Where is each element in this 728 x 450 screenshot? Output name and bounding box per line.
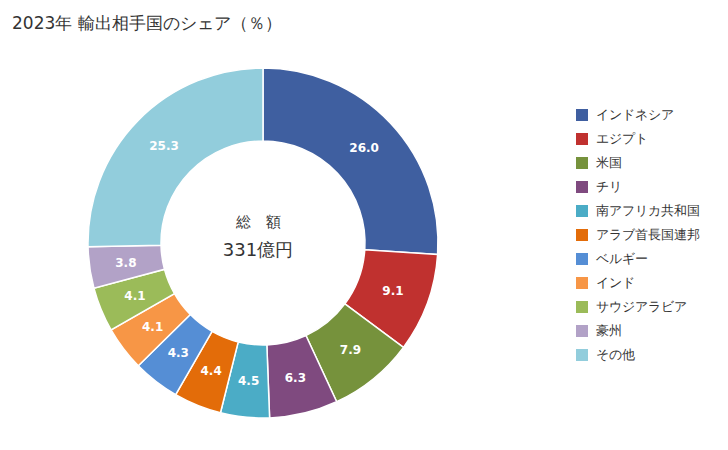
svg-text:4.1: 4.1: [142, 320, 163, 334]
svg-text:3.8: 3.8: [115, 256, 136, 270]
html-text:米国: 米国: [596, 155, 622, 170]
html-text:総 額: 総 額: [235, 213, 281, 231]
html-text:2023年 輸出相手国のシェア（％）: 2023年 輸出相手国のシェア（％）: [12, 13, 282, 33]
svg-text:6.3: 6.3: [285, 371, 306, 385]
html-text:チリ: チリ: [596, 179, 622, 194]
html-text:サウジアラビア: サウジアラビア: [596, 299, 687, 314]
html-text:ベルギー: ベルギー: [596, 251, 648, 266]
html-text:インド: インド: [596, 275, 635, 290]
svg-text:4.4: 4.4: [200, 364, 221, 378]
html-text:その他: その他: [596, 347, 635, 362]
svg-text:9.1: 9.1: [382, 284, 403, 298]
html-text:アラブ首長国連邦: アラブ首長国連邦: [596, 227, 700, 242]
svg-text:4.1: 4.1: [124, 289, 145, 303]
html-text:エジプト: エジプト: [596, 131, 648, 146]
svg-text:26.0: 26.0: [349, 141, 379, 155]
svg-text:25.3: 25.3: [149, 139, 179, 153]
html-text:331億円: 331億円: [222, 239, 294, 260]
html-text:インドネシア: インドネシア: [596, 107, 674, 122]
html-text:豪州: 豪州: [596, 323, 622, 338]
svg-text:4.3: 4.3: [168, 346, 189, 360]
html-text:南アフリカ共和国: 南アフリカ共和国: [596, 203, 700, 218]
svg-text:7.9: 7.9: [340, 343, 361, 357]
svg-text:4.5: 4.5: [238, 374, 259, 388]
